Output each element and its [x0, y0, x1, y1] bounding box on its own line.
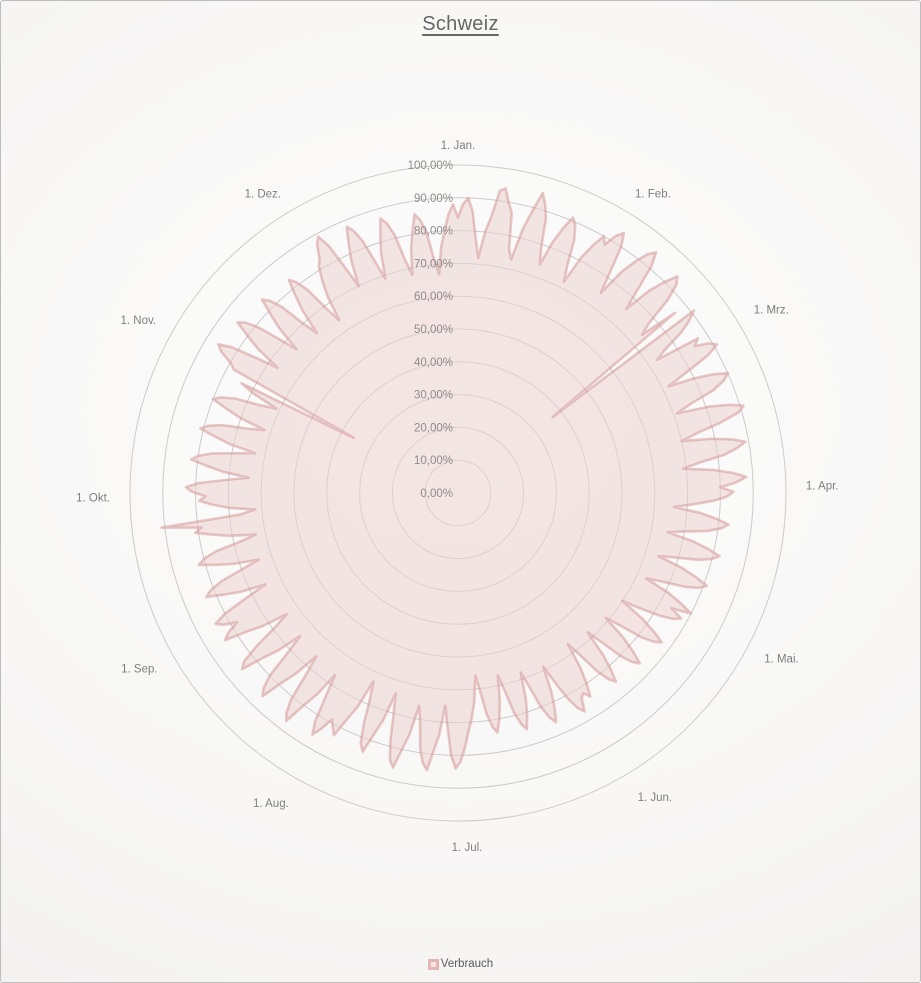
category-label: 1. Jul.	[452, 842, 483, 854]
legend-label: Verbrauch	[440, 958, 494, 970]
radial-tick-label: 60,00%	[414, 291, 453, 303]
legend-swatch-icon	[427, 958, 439, 970]
category-label: 1. Dez.	[245, 188, 281, 200]
category-label: 1. Feb.	[635, 188, 671, 200]
radial-tick-label: 80,00%	[414, 226, 453, 238]
category-label: 1. Mai.	[764, 653, 799, 665]
category-label: 1. Mrz.	[754, 305, 789, 317]
radial-tick-label: 70,00%	[414, 258, 453, 270]
grid-ring	[129, 164, 787, 822]
radial-tick-label: 0,00%	[420, 488, 453, 500]
radial-tick-label: 90,00%	[414, 193, 453, 205]
radial-tick-label: 10,00%	[414, 455, 453, 467]
category-label: 1. Aug.	[253, 798, 289, 810]
category-label: 1. Jan.	[441, 140, 476, 152]
category-label: 1. Sep.	[121, 664, 157, 676]
chart-title: Schweiz	[422, 13, 499, 35]
radial-tick-label: 50,00%	[414, 324, 453, 336]
radar-line-verbrauch	[160, 187, 748, 772]
category-label: 1. Apr.	[806, 481, 839, 493]
radial-tick-label: 100,00%	[408, 160, 453, 172]
radar-area-verbrauch	[161, 188, 747, 771]
legend[interactable]: Verbrauch	[1, 958, 920, 970]
radial-tick-label: 20,00%	[414, 422, 453, 434]
grid-ring	[162, 197, 754, 789]
category-label: 1. Nov.	[121, 315, 157, 327]
category-label: 1. Okt.	[76, 493, 110, 505]
radial-tick-label: 40,00%	[414, 357, 453, 369]
category-label: 1. Jun.	[638, 792, 673, 804]
radial-tick-label: 30,00%	[414, 390, 453, 402]
